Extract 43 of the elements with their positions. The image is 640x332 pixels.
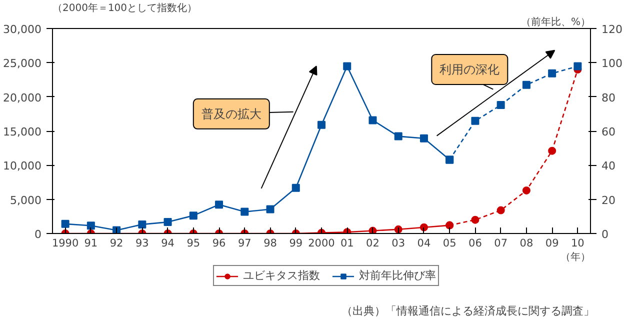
x-tick-label: 95 (186, 238, 200, 250)
x-tick-label: 10 (571, 238, 584, 250)
x-tick-label: 07 (494, 238, 508, 250)
x-tick-label: 99 (289, 238, 303, 250)
x-tick-label: 94 (161, 238, 175, 250)
y2-axis-title: （前年比、%） (521, 16, 591, 28)
text: （出典）「情報通信による経済成長に関する調査」 (342, 304, 594, 318)
y-axis-title: （2000年＝100として指数化） (52, 2, 198, 14)
y-tick-label: 30,000 (3, 23, 42, 36)
x-tick-label: 96 (212, 238, 226, 250)
y2-tick-label: 80 (602, 91, 616, 104)
x-tick-label: 05 (442, 238, 456, 250)
x-tick-label: 04 (417, 238, 431, 250)
x-tick-label: 09 (545, 238, 559, 250)
x-tick-label: 02 (366, 238, 380, 250)
x-tick-label: 92 (110, 238, 124, 250)
y2-tick-label: 40 (602, 160, 616, 173)
y2-tick-label: 120 (602, 23, 622, 36)
y2-tick-label: 20 (602, 194, 616, 207)
annotation: 利用の深化 (440, 62, 500, 76)
legend-label: 対前年比伸び率 (359, 268, 436, 283)
y-tick-label: 25,000 (3, 57, 42, 70)
y2-tick-label: 60 (602, 126, 616, 138)
y-tick-label: 15,000 (3, 126, 42, 138)
x-tick-label: 2000 (308, 238, 335, 250)
y2-tick-label: 100 (602, 57, 622, 70)
x-tick-label: 01 (340, 238, 354, 250)
x-axis-title: （年） (560, 251, 590, 263)
x-tick-label: 1990 (52, 238, 79, 250)
x-tick-label: 97 (238, 238, 252, 250)
y-tick-label: 10,000 (3, 160, 42, 173)
x-tick-label: 98 (264, 238, 277, 250)
x-tick-label: 06 (468, 238, 482, 250)
y2-tick-label: 0 (602, 228, 608, 241)
x-tick-label: 03 (392, 238, 406, 250)
legend-label: ユビキタス指数 (243, 268, 320, 283)
y-tick-label: 5,000 (10, 194, 42, 207)
x-tick-label: 08 (520, 238, 534, 250)
annotation: 普及の拡大 (201, 106, 262, 121)
y-tick-label: 0 (34, 228, 42, 241)
y-tick-label: 20,000 (3, 91, 42, 104)
x-tick-label: 91 (84, 238, 98, 250)
x-tick-label: 93 (135, 238, 149, 250)
